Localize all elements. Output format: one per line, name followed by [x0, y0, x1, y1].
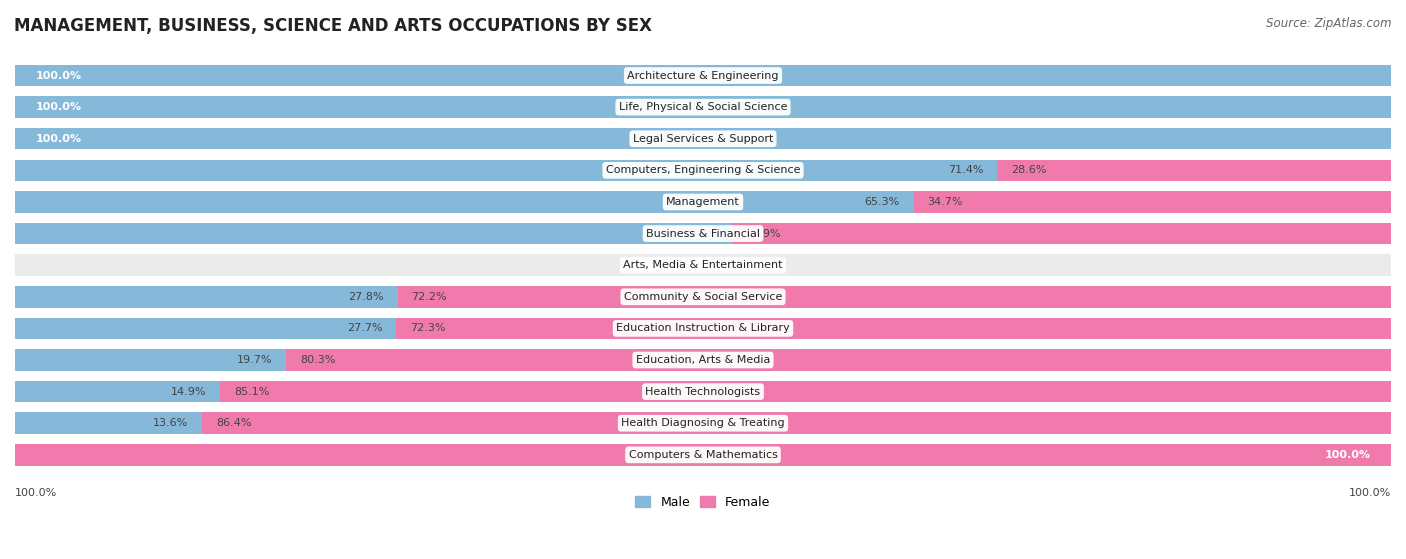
Bar [15, 349, 1391, 371]
Text: Health Technologists: Health Technologists [645, 387, 761, 397]
Text: Community & Social Service: Community & Social Service [624, 292, 782, 302]
Legend: Male, Female: Male, Female [630, 491, 776, 514]
Bar [914, 191, 1391, 213]
Bar [15, 160, 997, 181]
Text: 72.2%: 72.2% [412, 292, 447, 302]
Text: Business & Financial: Business & Financial [645, 229, 761, 239]
Bar [15, 223, 1391, 244]
Bar [15, 413, 1391, 434]
Text: 100.0%: 100.0% [35, 134, 82, 144]
Bar [15, 65, 1391, 86]
Text: 13.6%: 13.6% [153, 418, 188, 428]
Bar [15, 349, 285, 371]
Text: Health Diagnosing & Treating: Health Diagnosing & Treating [621, 418, 785, 428]
Text: 0.0%: 0.0% [717, 102, 745, 112]
Text: 100.0%: 100.0% [1348, 488, 1391, 498]
Text: 0.0%: 0.0% [717, 70, 745, 80]
Text: Education Instruction & Library: Education Instruction & Library [616, 324, 790, 333]
Text: 14.9%: 14.9% [170, 387, 207, 397]
Bar [15, 318, 1391, 339]
Bar [15, 96, 1391, 118]
Text: 27.7%: 27.7% [347, 324, 382, 333]
Bar [15, 286, 1391, 307]
Text: Architecture & Engineering: Architecture & Engineering [627, 70, 779, 80]
Bar [15, 381, 1391, 402]
Text: 47.9%: 47.9% [745, 229, 782, 239]
Bar [15, 191, 1391, 213]
Text: 0.0%: 0.0% [717, 134, 745, 144]
Text: 100.0%: 100.0% [15, 488, 58, 498]
Bar [15, 254, 1391, 276]
Text: 100.0%: 100.0% [1324, 450, 1371, 460]
Text: Computers, Engineering & Science: Computers, Engineering & Science [606, 165, 800, 176]
Bar [997, 160, 1391, 181]
Bar [15, 160, 1391, 181]
Text: 19.7%: 19.7% [236, 355, 273, 365]
Bar [202, 413, 1391, 434]
Text: Computers & Mathematics: Computers & Mathematics [628, 450, 778, 460]
Bar [396, 318, 1391, 339]
Text: 71.4%: 71.4% [948, 165, 984, 176]
Text: 85.1%: 85.1% [233, 387, 269, 397]
Text: 52.1%: 52.1% [683, 229, 718, 239]
Bar [15, 413, 202, 434]
Bar [398, 286, 1391, 307]
Bar [15, 96, 1391, 118]
Bar [15, 128, 1391, 149]
Bar [733, 223, 1391, 244]
Text: Legal Services & Support: Legal Services & Support [633, 134, 773, 144]
Text: 34.7%: 34.7% [928, 197, 963, 207]
Bar [15, 65, 1391, 86]
Bar [15, 128, 1391, 149]
Bar [15, 223, 733, 244]
Bar [15, 286, 398, 307]
Text: 80.3%: 80.3% [299, 355, 335, 365]
Text: Education, Arts & Media: Education, Arts & Media [636, 355, 770, 365]
Text: 27.8%: 27.8% [349, 292, 384, 302]
Bar [15, 318, 396, 339]
Text: 100.0%: 100.0% [35, 102, 82, 112]
Text: 65.3%: 65.3% [865, 197, 900, 207]
Bar [15, 444, 1391, 466]
Text: 28.6%: 28.6% [1011, 165, 1046, 176]
Text: MANAGEMENT, BUSINESS, SCIENCE AND ARTS OCCUPATIONS BY SEX: MANAGEMENT, BUSINESS, SCIENCE AND ARTS O… [14, 17, 652, 35]
Bar [15, 444, 1391, 466]
Text: 86.4%: 86.4% [217, 418, 252, 428]
Text: Life, Physical & Social Science: Life, Physical & Social Science [619, 102, 787, 112]
Bar [15, 191, 914, 213]
Text: Arts, Media & Entertainment: Arts, Media & Entertainment [623, 260, 783, 270]
Text: 0.0%: 0.0% [661, 450, 689, 460]
Bar [15, 381, 219, 402]
Bar [285, 349, 1391, 371]
Text: 0.0%: 0.0% [661, 260, 689, 270]
Text: 72.3%: 72.3% [411, 324, 446, 333]
Text: 0.0%: 0.0% [717, 260, 745, 270]
Text: 100.0%: 100.0% [35, 70, 82, 80]
Bar [219, 381, 1391, 402]
Text: Management: Management [666, 197, 740, 207]
Text: Source: ZipAtlas.com: Source: ZipAtlas.com [1267, 17, 1392, 30]
